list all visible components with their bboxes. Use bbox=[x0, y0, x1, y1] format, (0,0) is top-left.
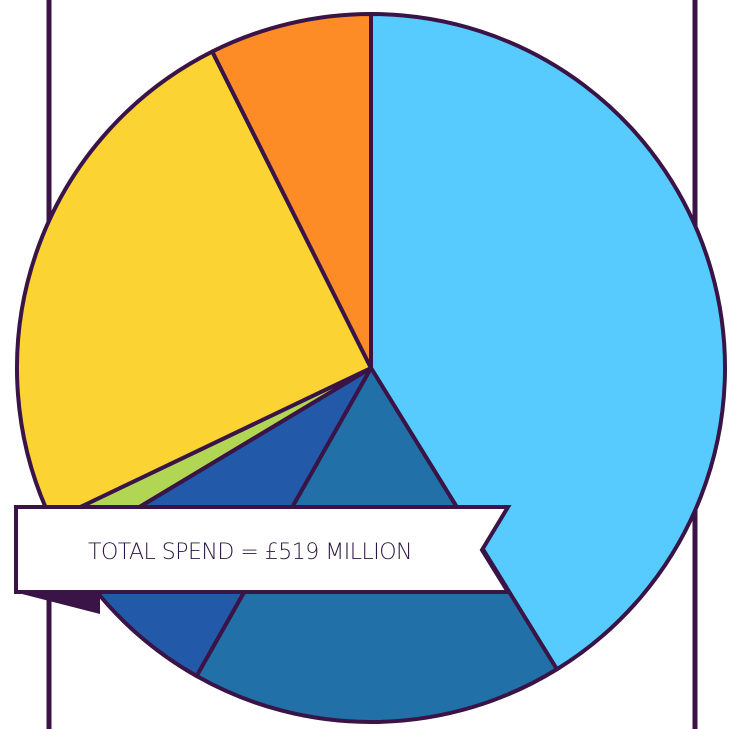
banner-label: TOTAL SPEND = £519 MILLION bbox=[88, 540, 412, 565]
pie-slice-5 bbox=[15, 49, 373, 523]
banner-shadow bbox=[14, 590, 100, 614]
banner-shape bbox=[14, 505, 512, 594]
pie-slice-6 bbox=[210, 12, 373, 370]
total-spend-banner: TOTAL SPEND = £519 MILLION bbox=[14, 505, 512, 614]
pie-slices bbox=[15, 12, 727, 725]
